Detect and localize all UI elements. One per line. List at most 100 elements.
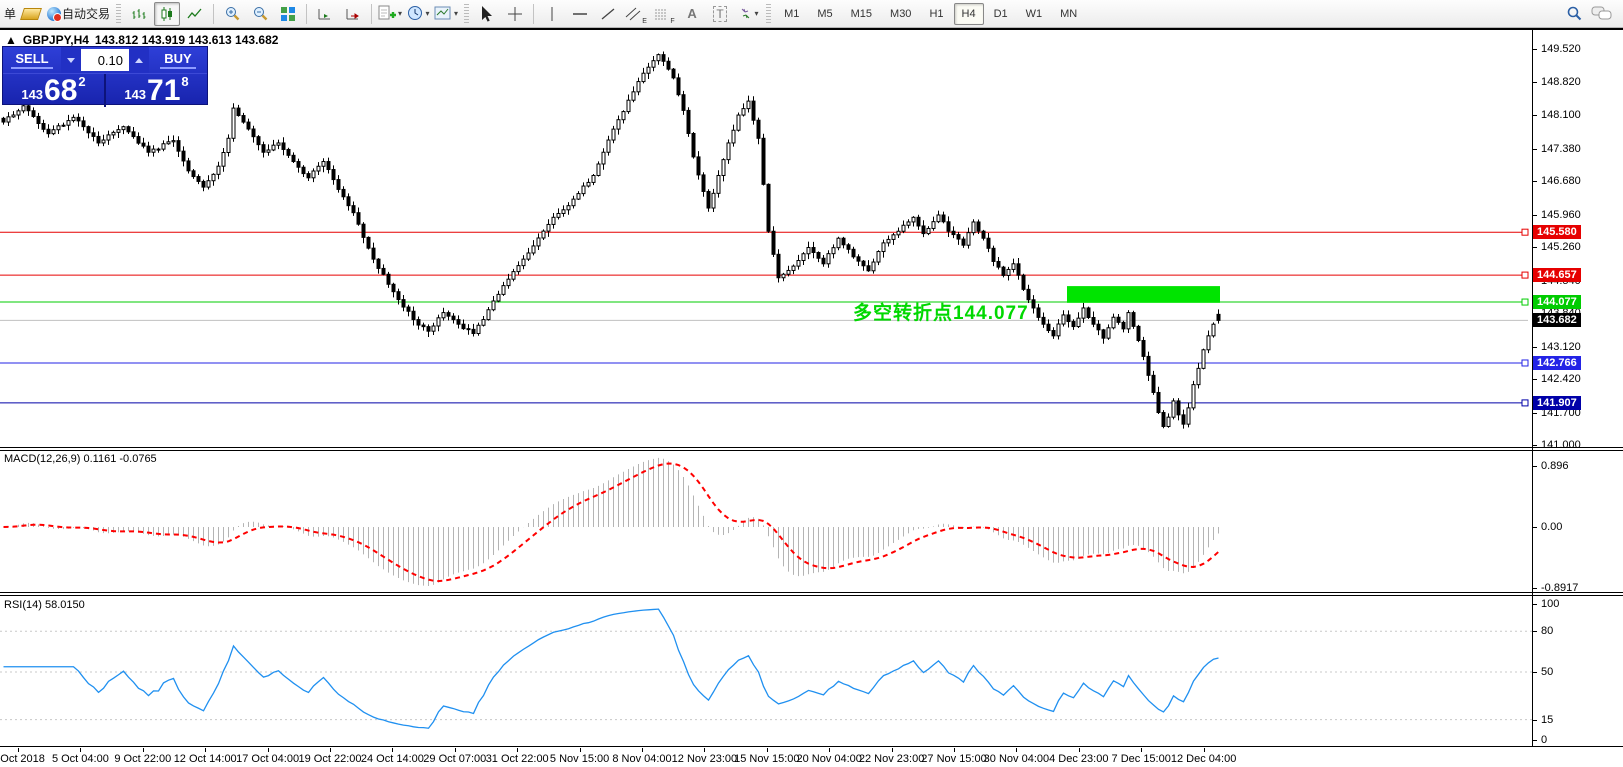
- toolbar-drag-handle[interactable]: [464, 3, 470, 24]
- axis-tick: [1532, 379, 1537, 381]
- axis-tick: [1532, 81, 1537, 83]
- tab-m15[interactable]: M15: [850, 7, 873, 20]
- bar-chart-button[interactable]: [126, 2, 152, 26]
- volume-increase-button[interactable]: [129, 47, 149, 73]
- vertical-line-icon: [551, 6, 553, 21]
- zoom-in-button[interactable]: [219, 2, 245, 26]
- buy-price-small: 143: [124, 87, 147, 102]
- time-tick: [392, 748, 394, 752]
- axis-tick: [1532, 247, 1537, 249]
- time-tick-label: 12 Oct 14:00: [173, 753, 237, 765]
- sell-price-big: 68: [44, 74, 78, 107]
- vline-tool-button[interactable]: [539, 2, 565, 26]
- price-level-badge: 144.657: [1533, 268, 1581, 283]
- arrows-tool-button[interactable]: ▾: [735, 2, 761, 26]
- toolbar-drag-handle[interactable]: [766, 3, 772, 24]
- axis-tick-label: 145.960: [1541, 208, 1581, 221]
- time-tick: [579, 748, 581, 752]
- volume-decrease-button[interactable]: [61, 47, 81, 73]
- axis-tick-label: 145.260: [1541, 241, 1581, 254]
- toolbar: 单 自动交易: [0, 0, 1623, 28]
- text-tool-button[interactable]: A: [679, 2, 705, 26]
- main-chart-canvas[interactable]: [0, 30, 1532, 448]
- time-tick: [205, 748, 207, 752]
- template-icon: [434, 6, 451, 20]
- time-axis-border: [0, 746, 1623, 747]
- chart-shift-icon: [346, 8, 359, 19]
- tile-windows-button[interactable]: [275, 2, 301, 26]
- autotrading-button[interactable]: 自动交易: [46, 2, 111, 26]
- line-chart-button[interactable]: [182, 2, 208, 26]
- pane-splitter[interactable]: [0, 447, 1623, 451]
- time-tick-label: 20 Nov 04:00: [796, 753, 862, 765]
- periods-button[interactable]: ▾: [405, 2, 431, 26]
- tab-d1[interactable]: D1: [993, 7, 1008, 20]
- chevron-down-icon: ▾: [425, 9, 430, 18]
- time-tick-label: 27 Nov 15:00: [921, 753, 987, 765]
- axis-tick-label: 141.000: [1541, 439, 1581, 452]
- pane-splitter[interactable]: [0, 592, 1623, 596]
- autotrading-label: 自动交易: [62, 7, 111, 21]
- time-tick: [1141, 748, 1143, 752]
- templates-button[interactable]: ▾: [433, 2, 459, 26]
- fibonacci-icon: [655, 9, 668, 19]
- tab-h4[interactable]: H4: [953, 2, 984, 25]
- zoom-out-icon: [253, 7, 267, 21]
- trendline-tool-button[interactable]: [595, 2, 621, 26]
- axis-tick-label: 149.520: [1541, 43, 1581, 56]
- indicators-button[interactable]: ▾: [377, 2, 403, 26]
- axis-tick: [1532, 115, 1537, 117]
- channel-tool-button[interactable]: E: [623, 2, 649, 26]
- channel-sub-label: E: [642, 17, 647, 25]
- fibonacci-tool-button[interactable]: F: [651, 2, 677, 26]
- axis-tick: [1532, 181, 1537, 183]
- axis-tick: [1532, 49, 1537, 51]
- time-tick-label: 17 Oct 04:00: [236, 753, 300, 765]
- tab-m1[interactable]: M1: [784, 7, 800, 20]
- collapse-marker-icon[interactable]: ▲: [5, 33, 17, 47]
- search-icon[interactable]: [1566, 5, 1583, 22]
- buy-button[interactable]: BUY: [149, 47, 207, 73]
- tab-h1[interactable]: H1: [929, 7, 944, 20]
- zoom-out-button[interactable]: [247, 2, 273, 26]
- axis-tick-label: 80: [1541, 625, 1554, 638]
- new-order-partial-label[interactable]: 单: [4, 7, 17, 21]
- tab-mn[interactable]: MN: [1060, 7, 1078, 20]
- label-tool-button[interactable]: T: [707, 2, 733, 26]
- tab-m5[interactable]: M5: [817, 7, 833, 20]
- buy-price[interactable]: 143 71 8: [106, 74, 207, 107]
- time-tick-label: 9 Oct 22:00: [114, 753, 172, 765]
- volume-input[interactable]: 0.10: [81, 49, 129, 71]
- cursor-button[interactable]: [474, 2, 500, 26]
- time-tick: [80, 748, 82, 752]
- new-order-button[interactable]: [18, 2, 44, 26]
- tab-m30[interactable]: M30: [890, 7, 912, 20]
- tab-w1[interactable]: W1: [1025, 7, 1043, 20]
- axis-tick: [1532, 587, 1537, 589]
- sell-button[interactable]: SELL: [3, 47, 61, 73]
- toolbar-drag-handle[interactable]: [116, 3, 122, 24]
- hline-tool-button[interactable]: [567, 2, 593, 26]
- time-tick: [267, 748, 269, 752]
- chevron-down-icon: ▾: [754, 9, 759, 18]
- price-level-badge: 143.682: [1533, 313, 1581, 328]
- crosshair-button[interactable]: [502, 2, 528, 26]
- autoscroll-button[interactable]: [312, 2, 338, 26]
- cursor-icon: [482, 6, 493, 22]
- autotrading-icon: [47, 6, 63, 22]
- chevron-down-icon: ▾: [398, 9, 403, 18]
- pivot-annotation[interactable]: 多空转折点144.077: [853, 303, 1029, 324]
- rsi-label: RSI(14) 58.0150: [4, 599, 85, 611]
- candle-chart-button[interactable]: [154, 1, 181, 26]
- macd-pane-canvas[interactable]: [0, 450, 1532, 592]
- axis-tick: [1532, 604, 1537, 605]
- buy-price-sup: 8: [181, 74, 189, 89]
- zoom-in-icon: [225, 7, 239, 21]
- axis-tick-label: 15: [1541, 713, 1554, 726]
- chat-icon[interactable]: [1591, 6, 1613, 21]
- sell-price[interactable]: 143 68 2: [3, 74, 106, 107]
- rsi-pane-canvas[interactable]: [0, 596, 1532, 746]
- chart-shift-button[interactable]: [340, 2, 366, 26]
- time-tick-label: 22 Nov 23:00: [858, 753, 925, 765]
